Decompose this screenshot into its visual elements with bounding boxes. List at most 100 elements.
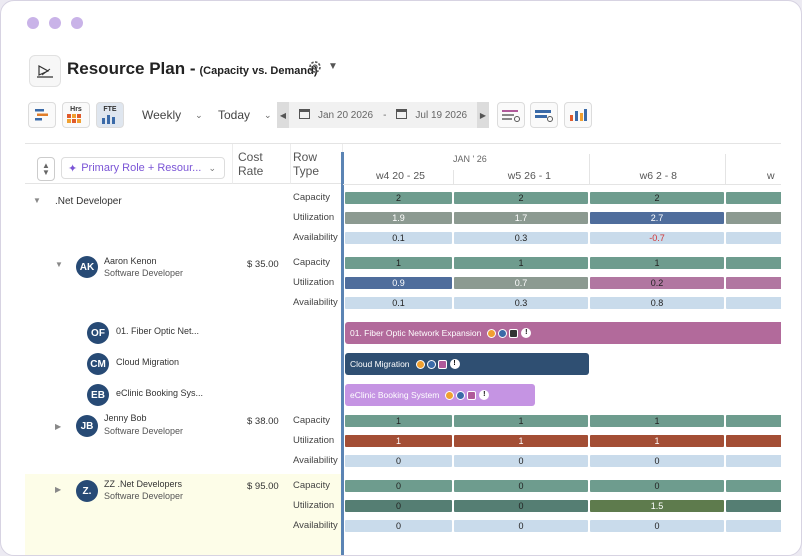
alert-icon: !: [449, 359, 460, 369]
row-type-capacity: Capacity: [293, 415, 330, 426]
utilization-cell[interactable]: [726, 435, 781, 447]
cost-rate-value: $ 95.00: [247, 481, 279, 492]
utilization-cell[interactable]: 1: [590, 435, 724, 447]
capacity-cell[interactable]: 2: [345, 192, 452, 204]
resource-name[interactable]: Aaron Kenon: [104, 256, 157, 266]
utilization-cell[interactable]: 0: [345, 500, 452, 512]
column-settings-button[interactable]: [497, 102, 525, 128]
project-name[interactable]: eClinic Booking Sys...: [116, 388, 204, 398]
period-select[interactable]: Weekly ⌄: [142, 104, 203, 126]
availability-cell[interactable]: 0: [590, 455, 724, 467]
hours-view-label: Hrs: [70, 106, 82, 113]
calendar-icon[interactable]: [396, 108, 408, 122]
utilization-cell[interactable]: 1: [345, 435, 452, 447]
group-by-select[interactable]: ✦ Primary Role + Resour... ⌄: [61, 157, 225, 179]
window-dot-maximize[interactable]: [71, 17, 83, 29]
utilization-cell[interactable]: 1.5: [590, 500, 724, 512]
window-dot-minimize[interactable]: [49, 17, 61, 29]
availability-cell[interactable]: 0: [454, 455, 588, 467]
utilization-cell[interactable]: 0.2: [590, 277, 724, 289]
fte-view-button[interactable]: FTE: [96, 102, 124, 128]
resource-grid: ▲ ▼ ✦ Primary Role + Resour... ⌄ Cost Rat…: [25, 143, 781, 555]
availability-cell[interactable]: 0.1: [345, 297, 452, 309]
utilization-cell[interactable]: [726, 500, 781, 512]
fte-view-label: FTE: [103, 106, 117, 113]
collapse-triangle-icon[interactable]: ▼: [33, 196, 41, 205]
utilization-cell[interactable]: 1.9: [345, 212, 452, 224]
start-date-field[interactable]: Jan 20 2026: [318, 109, 374, 121]
resource-name[interactable]: ZZ .Net Developers: [104, 479, 183, 489]
calendar-icon[interactable]: [299, 108, 310, 122]
availability-cell[interactable]: [726, 455, 781, 467]
settings-dropdown-chevron-icon[interactable]: ▼: [328, 61, 338, 72]
next-range-icon[interactable]: ▶: [477, 102, 489, 128]
previous-range-icon[interactable]: ◀: [277, 102, 289, 128]
hours-heatmap-icon: [67, 114, 81, 123]
utilization-cell[interactable]: 2.7: [590, 212, 724, 224]
expand-triangle-icon[interactable]: ▶: [55, 422, 62, 431]
group-by-header: ▲ ▼ ✦ Primary Role + Resour... ⌄: [25, 144, 233, 184]
project-name[interactable]: 01. Fiber Optic Net...: [116, 326, 200, 336]
export-button[interactable]: [564, 102, 592, 128]
utilization-cell[interactable]: 1: [454, 435, 588, 447]
resource-plan-icon: [29, 55, 61, 87]
row-type-utilization: Utilization: [293, 212, 335, 223]
capacity-cell[interactable]: 0: [345, 480, 452, 492]
utilization-cell[interactable]: [726, 277, 781, 289]
project-bar-fiber-optic[interactable]: 01. Fiber Optic Network Expansion !: [345, 322, 781, 344]
availability-cell[interactable]: 0.3: [454, 297, 588, 309]
export-chart-icon: [570, 109, 587, 121]
utilization-cell[interactable]: 0: [454, 500, 588, 512]
collapse-triangle-icon[interactable]: ▼: [55, 260, 63, 269]
capacity-cell[interactable]: 0: [590, 480, 724, 492]
today-select[interactable]: Today ⌄: [218, 104, 272, 126]
capacity-cell[interactable]: [726, 257, 781, 269]
availability-cell[interactable]: [726, 297, 781, 309]
cost-rate-header[interactable]: Cost Rate: [233, 144, 291, 184]
capacity-cell[interactable]: 1: [590, 257, 724, 269]
row-type-availability: Availability: [293, 232, 338, 243]
gear-icon[interactable]: [307, 59, 323, 80]
resource-name[interactable]: Jenny Bob: [104, 413, 147, 423]
capacity-cell[interactable]: 1: [454, 257, 588, 269]
capacity-cell[interactable]: 0: [454, 480, 588, 492]
utilization-cell[interactable]: [726, 212, 781, 224]
gantt-view-button[interactable]: [28, 102, 56, 128]
utilization-cell[interactable]: 0.7: [454, 277, 588, 289]
availability-cell[interactable]: [726, 232, 781, 244]
utilization-cell[interactable]: 1.7: [454, 212, 588, 224]
project-bar-eclinic[interactable]: eClinic Booking System !: [345, 384, 535, 406]
capacity-cell[interactable]: 2: [590, 192, 724, 204]
utilization-cell[interactable]: 0.9: [345, 277, 452, 289]
availability-cell[interactable]: 0: [590, 520, 724, 532]
end-date-field[interactable]: Jul 19 2026: [415, 109, 468, 121]
availability-cell[interactable]: 0: [345, 455, 452, 467]
toolbar: Hrs FTE Weekly ⌄ Today ⌄ ◀ Jan 20 2026 -: [1, 102, 801, 128]
capacity-cell[interactable]: [726, 415, 781, 427]
sort-toggle-icon[interactable]: ▲ ▼: [37, 157, 55, 181]
hours-view-button[interactable]: Hrs: [62, 102, 90, 128]
availability-cell[interactable]: 0.8: [590, 297, 724, 309]
status-icon: [445, 390, 455, 400]
capacity-cell[interactable]: 1: [454, 415, 588, 427]
capacity-cell[interactable]: [726, 480, 781, 492]
project-name[interactable]: Cloud Migration: [116, 357, 180, 367]
capacity-cell[interactable]: 2: [454, 192, 588, 204]
expand-triangle-icon[interactable]: ▶: [55, 485, 62, 494]
row-settings-button[interactable]: [530, 102, 558, 128]
project-bar-cloud-migration[interactable]: Cloud Migration !: [345, 353, 589, 375]
pane-splitter[interactable]: [341, 152, 344, 555]
capacity-cell[interactable]: [726, 192, 781, 204]
capacity-cell[interactable]: 1: [590, 415, 724, 427]
project-avatar: EB: [87, 384, 109, 406]
availability-cell[interactable]: 0: [345, 520, 452, 532]
availability-cell[interactable]: [726, 520, 781, 532]
window-dot-close[interactable]: [27, 17, 39, 29]
availability-cell[interactable]: 0: [454, 520, 588, 532]
row-type-header[interactable]: Row Type: [291, 144, 343, 184]
capacity-cell[interactable]: 1: [345, 257, 452, 269]
availability-cell[interactable]: 0.3: [454, 232, 588, 244]
capacity-cell[interactable]: 1: [345, 415, 452, 427]
availability-cell[interactable]: -0.7: [590, 232, 724, 244]
availability-cell[interactable]: 0.1: [345, 232, 452, 244]
